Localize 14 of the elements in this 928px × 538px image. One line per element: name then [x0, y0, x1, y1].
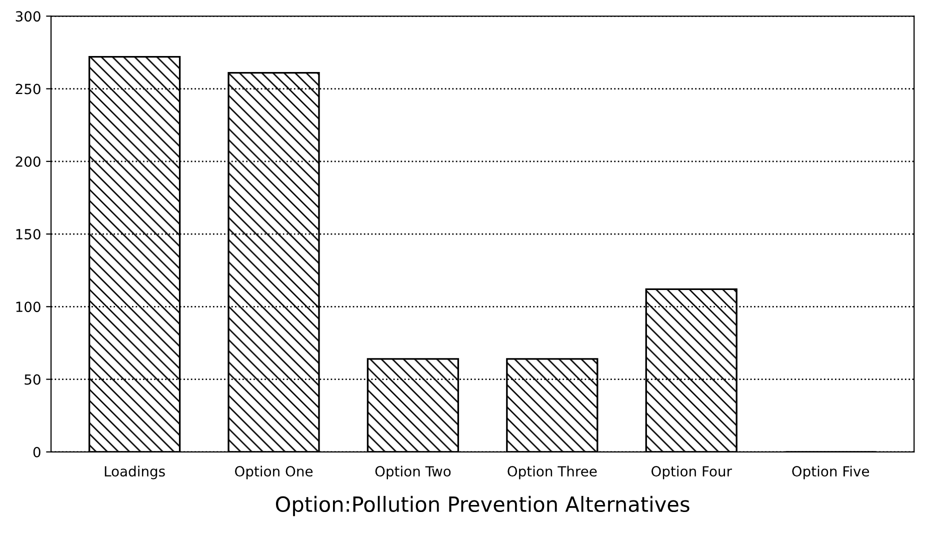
x-axis-title: Option:Pollution Prevention Alternatives: [276, 496, 690, 516]
y-tick-label: 0: [33, 446, 40, 458]
y-tick-label: 300: [16, 11, 40, 22]
y-tick-label: 50: [24, 374, 40, 385]
x-tick-label: Option One: [235, 466, 313, 480]
y-tick-label: 150: [16, 229, 40, 240]
y-tick-label: 200: [16, 156, 40, 167]
x-tick-label: Option Four: [652, 466, 732, 480]
y-tick-label: 100: [16, 302, 40, 312]
y-tick-label: 250: [16, 84, 40, 94]
x-tick-label: Option Five: [792, 466, 870, 480]
x-tick-label: Loadings: [104, 466, 165, 480]
x-tick-label: Option Three: [508, 466, 597, 480]
x-tick-label: Option Two: [375, 466, 451, 480]
